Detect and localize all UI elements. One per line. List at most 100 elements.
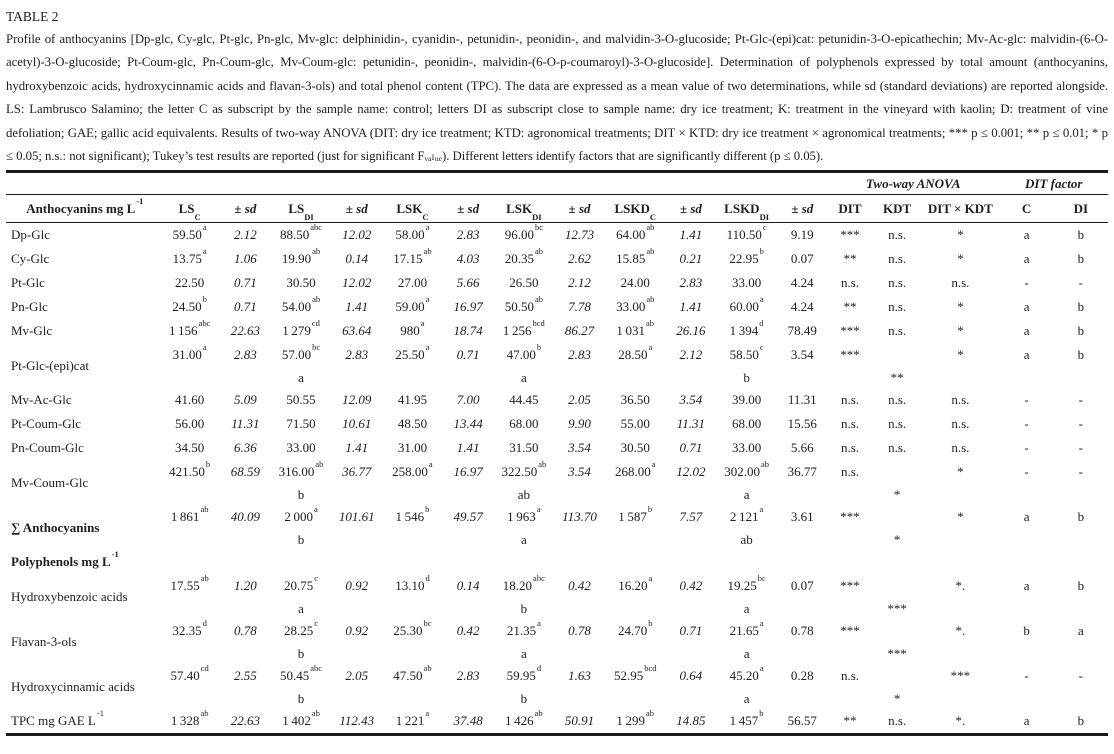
sd-cell: 0.71 — [679, 623, 703, 639]
sd-cell: 0.28 — [790, 668, 814, 684]
sd-cell: 5.66 — [456, 275, 480, 291]
tukey-letter-cell — [381, 643, 443, 664]
value-cell: 980a — [400, 319, 425, 339]
tukey-letter-cell: a — [743, 486, 750, 502]
column-header-sample: LSKDDI — [715, 194, 778, 224]
anova-dit-cell: n.s. — [840, 668, 859, 684]
tukey-empty-cell — [221, 367, 270, 388]
row-label: Cy-Glc — [11, 251, 50, 267]
tukey-kdt-cell — [921, 529, 999, 550]
tukey-empty-cell — [778, 529, 827, 550]
sd-cell: 3.61 — [790, 509, 814, 525]
anova-kdt-cell — [873, 343, 921, 367]
anova-ditkdt-cell: * — [957, 299, 964, 315]
value-cell: 33.00ab — [616, 295, 655, 315]
tukey-empty-cell — [444, 484, 493, 505]
tukey-letter-cell — [381, 367, 443, 388]
factor-di-cell: - — [1078, 392, 1084, 408]
sd-cell: 0.71 — [456, 347, 480, 363]
sd-cell: 0.64 — [679, 668, 703, 684]
tukey-letter-cell — [604, 529, 666, 550]
table-number: TABLE 2 — [6, 9, 59, 24]
tukey-kdt-cell — [827, 367, 873, 388]
factor-c-cell: a — [1023, 299, 1030, 315]
row-label: Flavan-3-ols — [11, 633, 77, 649]
tukey-empty-cell — [778, 643, 827, 664]
column-header-anova: KDT — [873, 194, 922, 224]
tukey-empty-cell — [332, 484, 381, 505]
anova-kdt-cell: n.s. — [888, 275, 907, 291]
tukey-empty-cell — [555, 688, 604, 709]
tukey-kdt-cell — [1054, 598, 1108, 619]
table-row: Pt-Glc-(epi)cat 31.00a 2.83 57.00bc 2.83 25.5… — [6, 343, 1108, 373]
sd-cell: 7.00 — [456, 392, 480, 408]
value-cell: 47.00b — [506, 343, 542, 363]
tukey-letter-cell: a — [743, 600, 750, 616]
sd-cell: 9.19 — [790, 227, 814, 243]
value-cell: 96.00bc — [504, 222, 543, 243]
sd-cell: 1.41 — [456, 440, 480, 456]
sd-cell: 2.62 — [568, 251, 591, 267]
factor-di-cell: a — [1077, 623, 1084, 639]
sd-cell: 6.36 — [233, 440, 257, 456]
tukey-empty-cell — [666, 529, 715, 550]
value-cell: 1 256bcd — [502, 319, 545, 339]
factor-c-cell: - — [1024, 416, 1029, 432]
value-cell: 68.00 — [509, 416, 539, 432]
tukey-kdt-cell — [1054, 484, 1108, 505]
tukey-kdt-cell — [827, 484, 873, 505]
group-header-anova: Two-way ANOVA — [826, 170, 1000, 196]
value-cell: 1 457b — [729, 709, 764, 729]
sd-cell: 2.12 — [233, 227, 257, 243]
tukey-empty-cell — [444, 643, 493, 664]
sd-cell: 1.06 — [233, 251, 257, 267]
tukey-letter-cell: ab — [517, 486, 530, 502]
value-cell: 421.50b — [169, 460, 211, 480]
factor-c-cell: - — [1024, 392, 1029, 408]
anova-ditkdt-cell: * — [957, 509, 964, 525]
value-cell: 68.00 — [731, 416, 762, 432]
column-header-sd: ± sd — [777, 194, 827, 224]
anova-ditkdt-cell: * — [957, 347, 964, 363]
tukey-empty-cell — [221, 484, 270, 505]
anova-ditkdt-cell: n.s. — [951, 392, 970, 408]
factor-di-cell: - — [1078, 668, 1084, 684]
tukey-letter-cell: b — [297, 486, 305, 502]
tukey-kdt-cell — [921, 643, 999, 664]
sd-cell: 18.74 — [453, 323, 483, 339]
sd-cell: 0.78 — [790, 623, 814, 639]
sd-cell: 101.61 — [338, 509, 375, 525]
anthocyanins-table: Two-way ANOVA DIT factor Anthocyanins mg… — [6, 170, 1108, 737]
anova-ditkdt-cell: * — [957, 464, 964, 480]
tukey-letter-cell — [159, 688, 221, 709]
anova-ditkdt-cell: *** — [950, 668, 971, 684]
tukey-empty-cell — [666, 367, 715, 388]
sd-cell: 5.09 — [233, 392, 257, 408]
column-header-sample: LSKDC — [604, 194, 667, 224]
sd-cell: 0.14 — [345, 251, 369, 267]
tukey-kdt-cell — [1054, 529, 1108, 550]
sd-cell: 16.97 — [453, 299, 483, 315]
value-cell: 33.00 — [731, 440, 762, 456]
table-row: Dp-Glc 59.50a 2.12 88.50abc 12.02 58.00a 2.83 9… — [6, 223, 1108, 248]
factor-c-cell: b — [1023, 623, 1030, 639]
sd-cell: 2.12 — [679, 347, 703, 363]
value-cell: 31.00 — [397, 440, 428, 456]
sd-cell: 50.91 — [564, 713, 595, 729]
column-header-factor: DI — [1053, 194, 1108, 224]
tukey-letter-cell — [604, 643, 666, 664]
anova-dit-cell: n.s. — [840, 440, 859, 456]
sd-cell: 49.57 — [453, 509, 483, 525]
column-header-sd: ± sd — [332, 194, 382, 224]
sd-cell: 56.57 — [787, 713, 817, 729]
value-cell: 110.50c — [726, 222, 767, 243]
tukey-letter-cell: a — [298, 369, 304, 385]
anova-ditkdt-cell: * — [957, 323, 964, 339]
tukey-kdt-cell — [1000, 529, 1054, 550]
tukey-letter-cell — [381, 484, 443, 505]
factor-di-cell: - — [1078, 416, 1084, 432]
anova-kdt-cell — [873, 574, 921, 598]
paper-page: TABLE 2 Profile of anthocyanins [Dp-glc,… — [6, 9, 1108, 737]
tukey-empty-cell — [332, 643, 381, 664]
factor-c-cell: a — [1023, 227, 1030, 243]
